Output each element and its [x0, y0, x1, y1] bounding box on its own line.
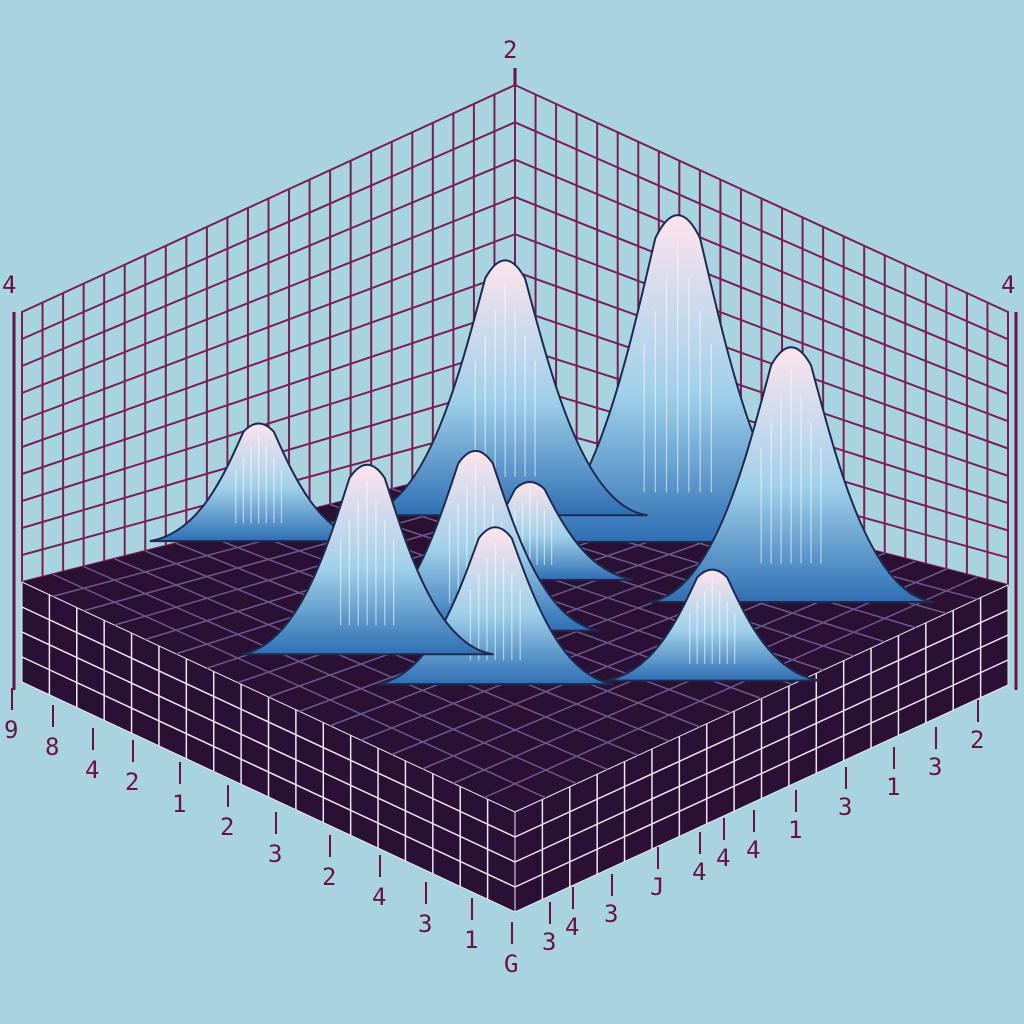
wall-left-hline [21, 270, 516, 448]
axes-layer [12, 68, 1018, 690]
wall-left-hline [21, 195, 516, 394]
right-edge-tick-label: 4 [565, 913, 579, 941]
axis-right-label: 4 [1001, 271, 1015, 299]
right-edge-tick-label: 4 [746, 836, 760, 864]
right-edge-tick-label: J [650, 873, 664, 901]
left-edge-tick-label: 3 [418, 910, 432, 938]
wall-right-hline [514, 233, 1009, 423]
left-edge-tick-label: 4 [372, 883, 386, 911]
left-edge-tick-label: 9 [4, 716, 18, 744]
peaks-layer [149, 214, 934, 686]
wall-left-hline [21, 307, 516, 475]
wall-right-hline [514, 121, 1009, 341]
wall-left-hline [21, 158, 516, 367]
right-edge-tick-label: 2 [970, 726, 984, 754]
axis-top-label: 2 [503, 36, 517, 64]
wall-right-hline [514, 270, 1009, 450]
left-edge-tick-label: G [504, 950, 518, 978]
skirt-hline [514, 634, 1009, 863]
wall-left-hline [21, 121, 516, 340]
skirt-hline [514, 609, 1009, 838]
wall-right-hline [514, 307, 1009, 477]
left-edge-tick-label: 1 [172, 790, 186, 818]
skirt-hline [21, 606, 516, 838]
axis-left-label: 4 [2, 271, 16, 299]
wall-left-hline [21, 233, 516, 421]
left-edge-tick-label: 4 [85, 756, 99, 784]
skirt-hline [514, 659, 1009, 888]
right-edge-tick-label: 4 [692, 858, 706, 886]
left-edge-tick-label: 3 [268, 840, 282, 868]
right-edge-tick-label: 3 [542, 928, 556, 956]
left-edge-tick-label: 8 [45, 733, 59, 761]
right-edge-tick-label: 3 [928, 753, 942, 781]
left-edge-tick-label: 2 [220, 813, 234, 841]
wall-right-hline [514, 158, 1009, 368]
left-edge-tick-label: 2 [322, 863, 336, 891]
skirt-hline [21, 631, 516, 863]
wall-left-hline [21, 345, 516, 502]
right-edge-tick-label: 1 [886, 773, 900, 801]
right-edge-tick-label: 1 [788, 816, 802, 844]
wall-right-hline [514, 195, 1009, 395]
right-edge-tick-label: 4 [716, 844, 730, 872]
left-edge-tick-label: 1 [464, 926, 478, 954]
base-grid-line [483, 576, 978, 799]
right-edge-tick-label: 3 [604, 900, 618, 928]
skirt-hline [21, 656, 516, 888]
right-edge-tick-label: 3 [838, 793, 852, 821]
left-edge-tick-label: 2 [125, 768, 139, 796]
